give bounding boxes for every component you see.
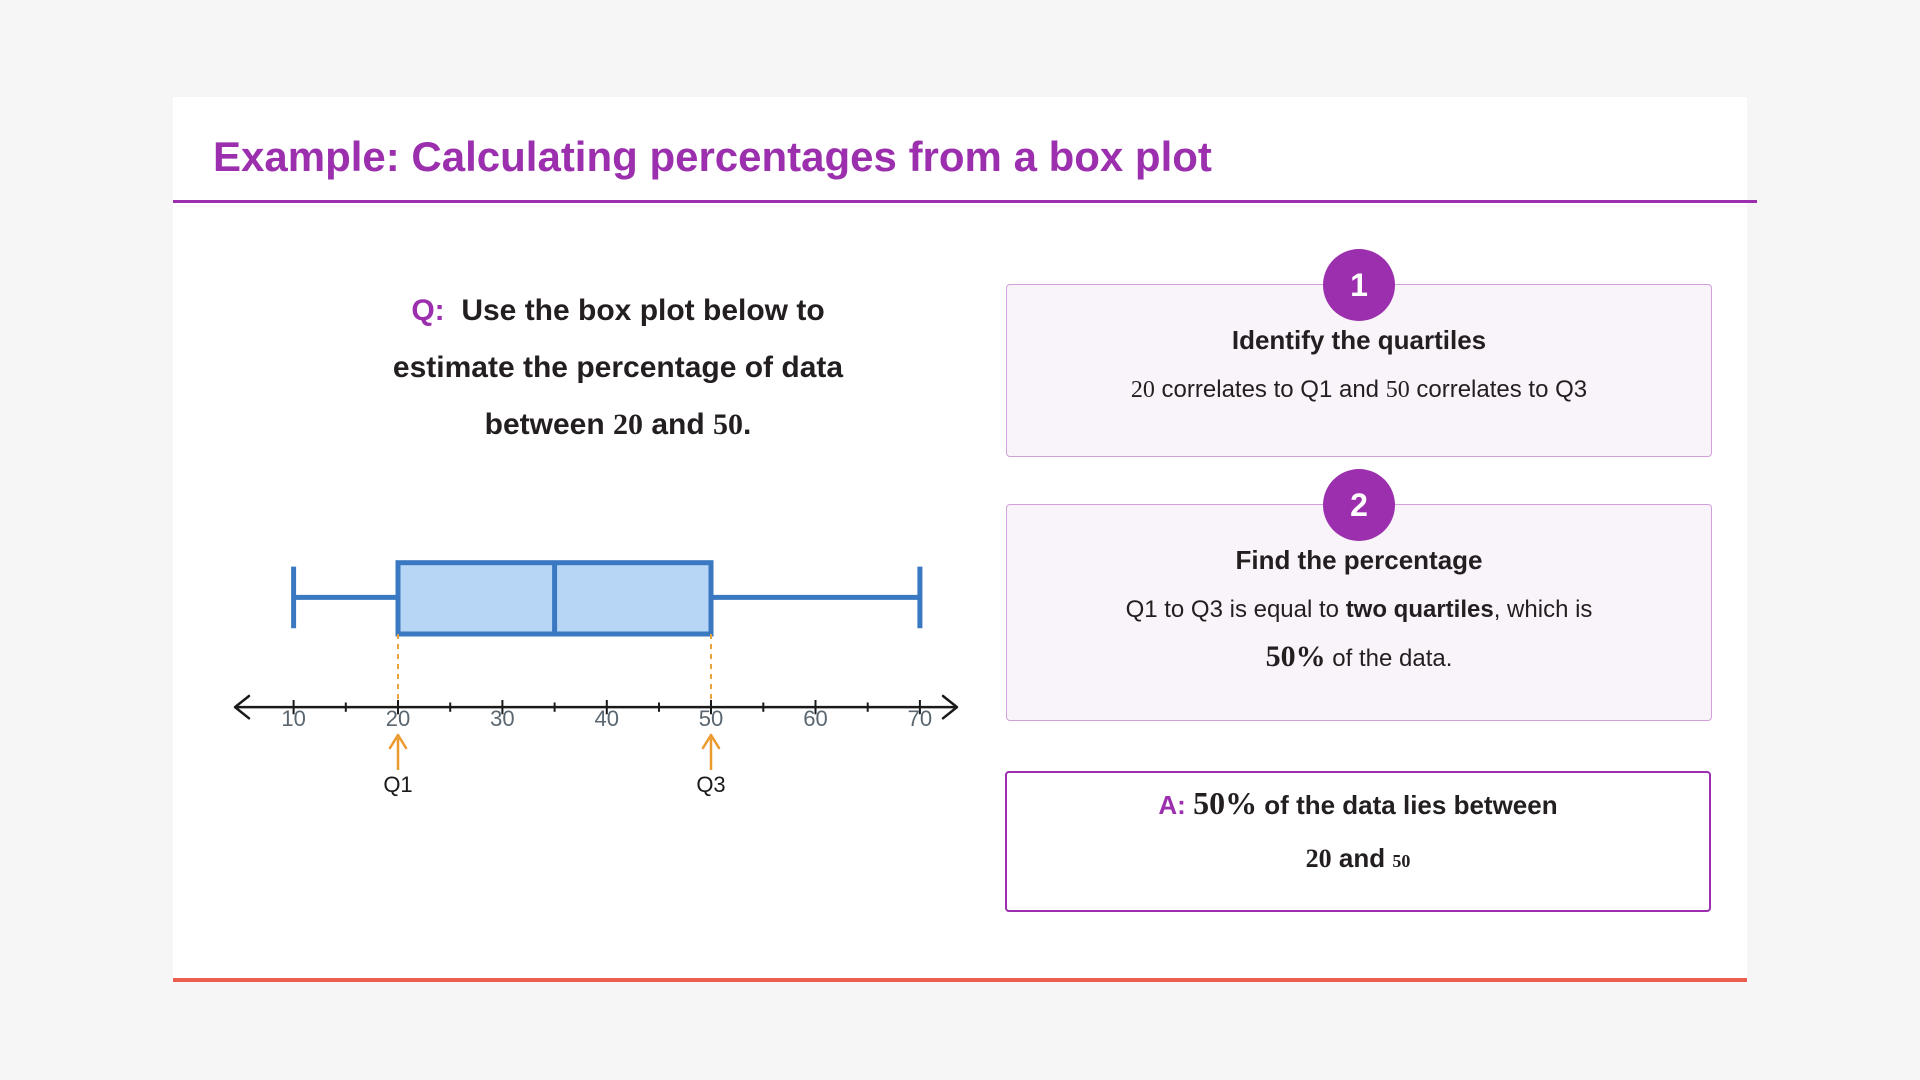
- svg-text:40: 40: [595, 706, 619, 731]
- svg-text:10: 10: [281, 706, 305, 731]
- svg-text:30: 30: [490, 706, 514, 731]
- svg-text:Q1: Q1: [383, 772, 412, 797]
- svg-text:50: 50: [699, 706, 723, 731]
- svg-text:70: 70: [908, 706, 932, 731]
- svg-text:60: 60: [803, 706, 827, 731]
- svg-text:Q3: Q3: [696, 772, 725, 797]
- svg-text:20: 20: [386, 706, 410, 731]
